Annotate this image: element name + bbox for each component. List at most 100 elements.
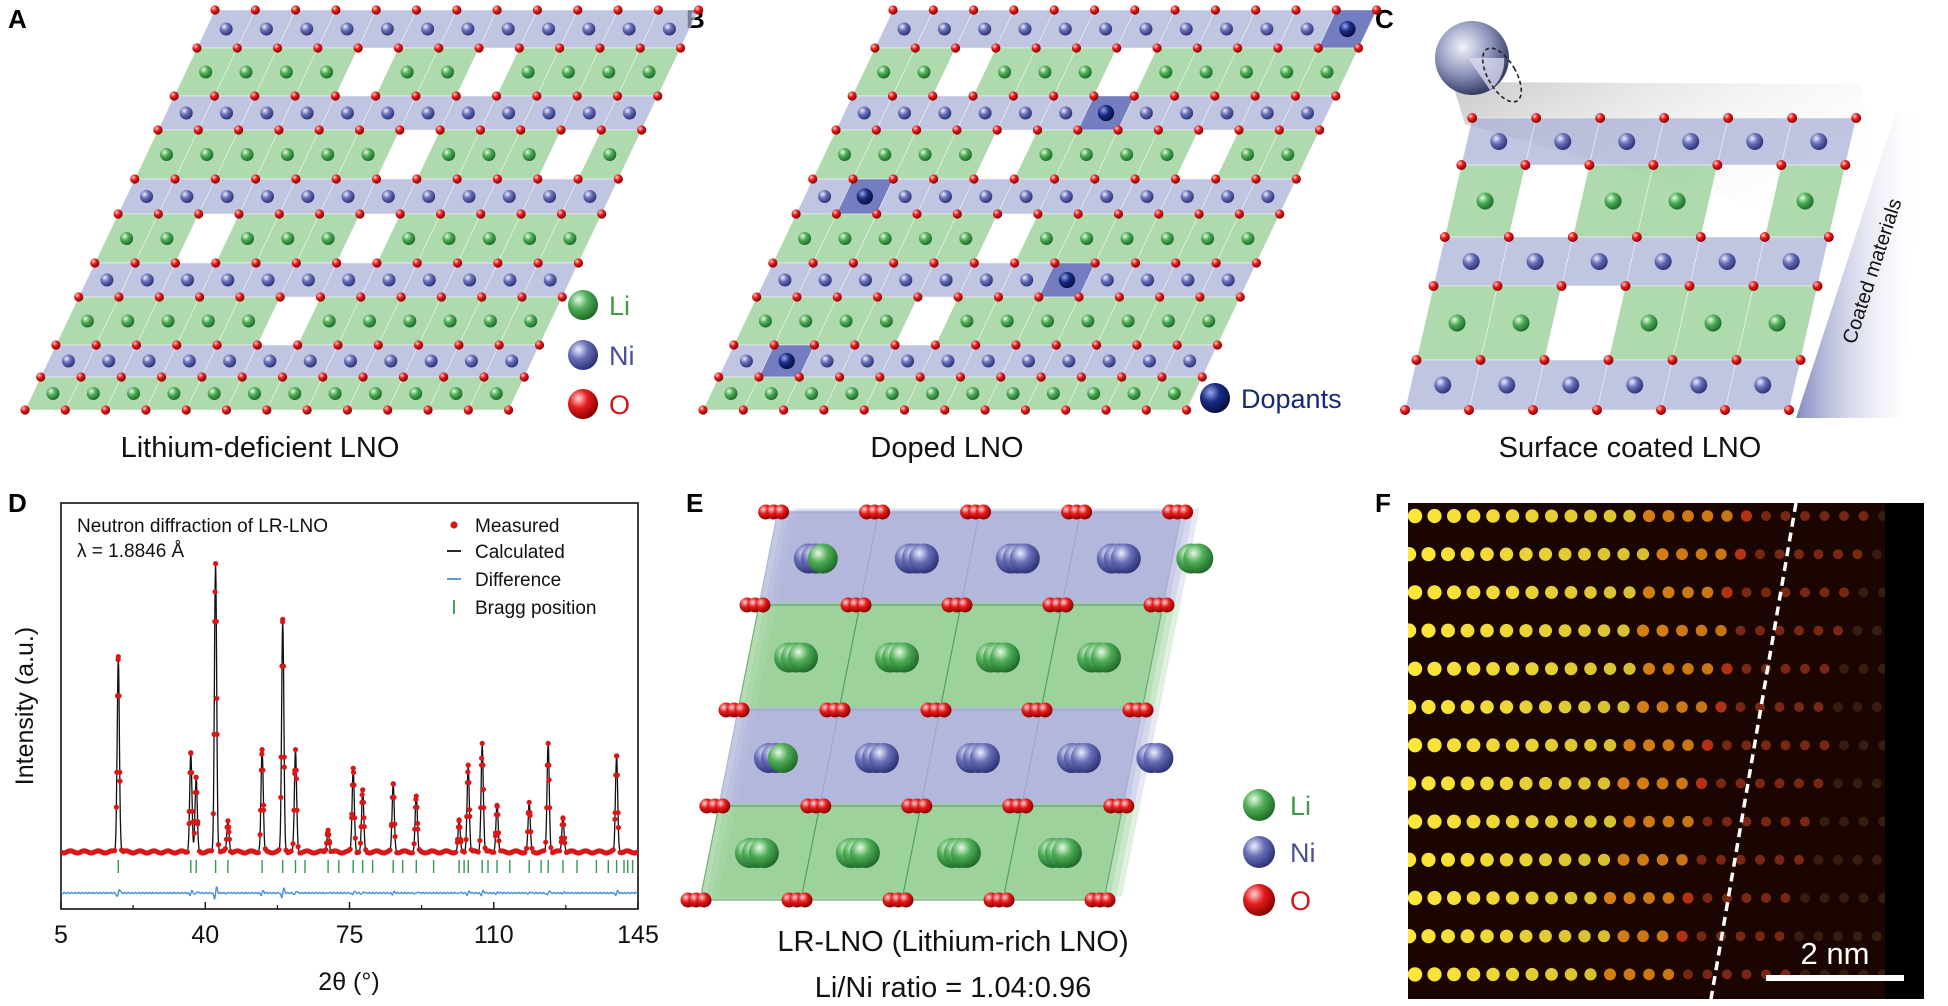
ni-atom bbox=[300, 106, 314, 120]
o-atom bbox=[1130, 5, 1140, 15]
o-atom bbox=[1234, 209, 1244, 219]
measured-point bbox=[453, 849, 459, 855]
o-atom bbox=[1178, 504, 1194, 520]
o-atom bbox=[1033, 209, 1043, 219]
o-atom bbox=[250, 5, 260, 15]
caption-c: Surface coated LNO bbox=[1499, 432, 1762, 464]
o-atom bbox=[809, 340, 820, 350]
measured-point bbox=[292, 747, 299, 753]
o-atom bbox=[355, 209, 365, 219]
o-atom bbox=[774, 504, 790, 520]
li-atom bbox=[160, 232, 174, 245]
o-atom bbox=[492, 174, 503, 184]
o-atom bbox=[1251, 5, 1261, 15]
o-atom bbox=[1011, 340, 1021, 350]
o-atom bbox=[153, 125, 163, 135]
o-atom bbox=[516, 125, 526, 135]
ni-atom bbox=[1019, 190, 1033, 203]
o-atom bbox=[477, 292, 487, 302]
o-atom bbox=[1073, 209, 1083, 219]
o-atom bbox=[1667, 355, 1678, 365]
ni-atom bbox=[1221, 190, 1235, 203]
measured-point bbox=[562, 840, 568, 846]
o-atom bbox=[1194, 125, 1204, 135]
li-atom bbox=[917, 65, 931, 79]
o-atom bbox=[412, 258, 422, 268]
o-atom bbox=[251, 258, 261, 268]
o-atom bbox=[20, 405, 30, 415]
o-atom bbox=[872, 209, 882, 219]
ni-atom bbox=[381, 106, 395, 120]
li-atom bbox=[1160, 148, 1174, 161]
ni-atom bbox=[1562, 376, 1580, 394]
li-atom bbox=[288, 387, 302, 400]
o-atom bbox=[1197, 372, 1207, 382]
ni-atom bbox=[1220, 106, 1234, 120]
ni-atom bbox=[380, 22, 394, 36]
o-atom bbox=[950, 43, 961, 53]
ni-atom bbox=[100, 273, 114, 287]
li-atom bbox=[1640, 314, 1658, 332]
o-atom bbox=[898, 892, 914, 908]
li-atom bbox=[958, 148, 972, 161]
o-atom bbox=[314, 125, 324, 135]
ni-atom bbox=[1221, 273, 1235, 287]
li-atom bbox=[1006, 387, 1020, 400]
dopant-atom bbox=[1058, 271, 1076, 289]
o-atom bbox=[734, 702, 750, 718]
o-atom bbox=[452, 174, 462, 184]
ni-atom bbox=[1690, 376, 1708, 394]
o-atom bbox=[1720, 405, 1730, 415]
measured-point bbox=[325, 827, 331, 833]
o-atom bbox=[715, 798, 731, 814]
o-atom bbox=[1153, 125, 1163, 135]
li-atom bbox=[1039, 148, 1053, 161]
ni-atom bbox=[1300, 22, 1314, 36]
ni-atom bbox=[461, 22, 475, 36]
o-atom bbox=[372, 258, 382, 268]
measured-point bbox=[226, 829, 232, 835]
measured-point bbox=[615, 810, 621, 816]
ni-legend-label-e: Ni bbox=[1290, 838, 1316, 868]
o-atom bbox=[210, 174, 220, 184]
ni-atom bbox=[181, 273, 194, 287]
o-atom bbox=[330, 91, 340, 101]
o-atom bbox=[291, 174, 301, 184]
o-atom bbox=[1795, 355, 1806, 365]
li-atom bbox=[919, 232, 933, 245]
o-atom bbox=[755, 597, 771, 613]
o-atom bbox=[1648, 160, 1659, 170]
ni-atom bbox=[1139, 106, 1153, 120]
measured-point bbox=[226, 836, 232, 842]
ni-atom bbox=[1099, 22, 1113, 36]
o-atom bbox=[1117, 372, 1127, 382]
o-atom bbox=[76, 372, 86, 382]
ni-atom bbox=[543, 273, 557, 287]
li-legend-icon bbox=[568, 290, 598, 320]
li-atom bbox=[403, 314, 417, 328]
measured-point bbox=[326, 832, 332, 838]
measured-point bbox=[556, 848, 563, 854]
measured-point bbox=[260, 802, 267, 808]
ni-atom bbox=[182, 354, 196, 368]
o-atom bbox=[613, 174, 623, 184]
o-atom bbox=[999, 892, 1015, 908]
o-atom bbox=[1556, 281, 1567, 291]
o-atom bbox=[439, 372, 449, 382]
measured-point bbox=[193, 774, 199, 781]
dopant-atom bbox=[1339, 20, 1356, 38]
measured-point bbox=[475, 849, 481, 855]
o-atom bbox=[1475, 355, 1486, 365]
measured-point bbox=[281, 754, 287, 760]
ni-atom bbox=[381, 190, 395, 203]
ni-atom bbox=[937, 22, 951, 36]
o-atom bbox=[181, 405, 191, 415]
li-atom bbox=[483, 314, 497, 328]
dopant-atom bbox=[1097, 104, 1115, 122]
o-atom bbox=[637, 125, 647, 135]
ni-atom bbox=[502, 190, 516, 203]
o-atom bbox=[871, 125, 881, 135]
o-atom bbox=[850, 340, 860, 350]
li-legend-label: Li bbox=[609, 291, 630, 321]
o-atom bbox=[612, 91, 623, 101]
